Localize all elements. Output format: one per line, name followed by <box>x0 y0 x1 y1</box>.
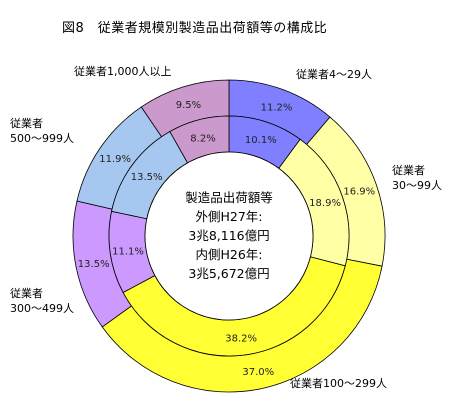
category-label-30-99-line2: 30〜99人 <box>392 179 442 192</box>
chart-title: 図8 従業者規模別製造品出荷額等の構成比 <box>62 21 328 36</box>
center-text-line-2: 3兆8,116億円 <box>188 228 269 243</box>
center-text-line-4: 3兆5,672億円 <box>188 266 269 281</box>
center-text-line-1: 外側H27年: <box>195 209 262 224</box>
category-label-4-29: 従業者4〜29人 <box>296 67 372 82</box>
category-label-500-999: 従業者 500〜999人 <box>10 116 74 146</box>
inner-pct-label-3: 11.1% <box>112 246 144 257</box>
category-label-30-99: 従業者 30〜99人 <box>392 163 442 193</box>
category-label-1000-plus: 従業者1,000人以上 <box>74 64 172 79</box>
center-text-line-0: 製造品出荷額等 <box>185 190 273 205</box>
inner-pct-label-2: 38.2% <box>225 333 257 344</box>
inner-pct-label-1: 18.9% <box>309 198 341 209</box>
outer-pct-label-2: 37.0% <box>242 367 274 378</box>
donut-center <box>144 151 314 321</box>
category-label-300-499: 従業者 300〜499人 <box>10 286 74 316</box>
outer-pct-label-3: 13.5% <box>78 259 110 270</box>
outer-pct-label-4: 11.9% <box>99 154 131 165</box>
outer-pct-label-5: 9.5% <box>176 100 201 111</box>
outer-pct-label-1: 16.9% <box>343 186 375 197</box>
inner-pct-label-0: 10.1% <box>245 135 277 146</box>
category-label-500-999-line2: 500〜999人 <box>10 132 74 145</box>
category-label-4-29-line1: 従業者4〜29人 <box>296 68 372 81</box>
category-label-30-99-line1: 従業者 <box>392 164 425 177</box>
category-label-300-499-line2: 300〜499人 <box>10 302 74 315</box>
category-label-1000-plus-line1: 従業者1,000人以上 <box>74 65 172 78</box>
category-label-500-999-line1: 従業者 <box>10 117 43 130</box>
inner-pct-label-4: 13.5% <box>131 172 163 183</box>
category-label-100-299: 従業者100〜299人 <box>290 376 387 391</box>
center-text-line-3: 内側H26年: <box>195 247 262 262</box>
outer-pct-label-0: 11.2% <box>261 102 293 113</box>
category-label-300-499-line1: 従業者 <box>10 287 43 300</box>
inner-pct-label-5: 8.2% <box>190 133 215 144</box>
category-label-100-299-line1: 従業者100〜299人 <box>290 377 387 390</box>
